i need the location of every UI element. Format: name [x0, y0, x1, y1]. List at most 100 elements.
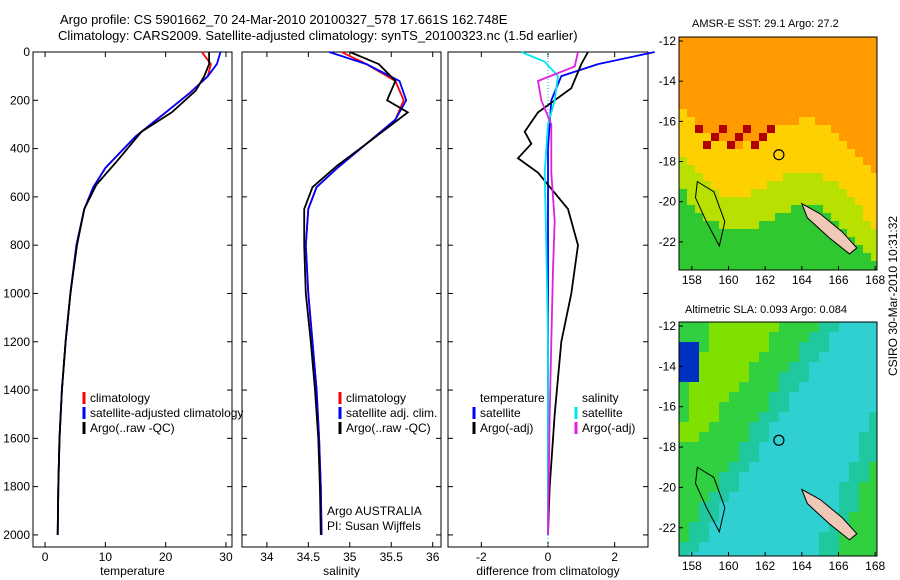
map-cell	[719, 221, 727, 229]
map-cell	[839, 432, 849, 442]
map-cell	[767, 53, 775, 61]
map-cell	[775, 261, 783, 269]
map-cell	[799, 197, 807, 205]
map-cell	[709, 372, 719, 382]
map-cell	[703, 69, 711, 77]
map-cell	[735, 45, 743, 53]
map-cell	[799, 482, 809, 492]
map-cell	[703, 117, 711, 125]
map-cell	[739, 342, 749, 352]
map-cell	[759, 472, 769, 482]
map-cell	[687, 197, 695, 205]
map-cell	[799, 452, 809, 462]
map-cell	[829, 352, 839, 362]
series-line	[303, 51, 410, 535]
map-cell	[759, 512, 769, 522]
map-cell	[849, 332, 859, 342]
map-cell	[839, 69, 847, 77]
map-cell	[695, 85, 703, 93]
legend-label: Argo(-adj)	[582, 421, 635, 435]
map-cell	[849, 412, 859, 422]
map-cell	[791, 253, 799, 261]
map-cell	[807, 261, 815, 269]
map-cell	[815, 197, 823, 205]
map-cell	[709, 512, 719, 522]
map-cell	[729, 422, 739, 432]
map-cell	[749, 342, 759, 352]
map-cell	[719, 442, 729, 452]
series-line	[536, 51, 579, 535]
map-cell	[855, 101, 863, 109]
map-cell	[699, 422, 709, 432]
map-cell	[783, 45, 791, 53]
map-cell	[735, 53, 743, 61]
map-cell	[679, 149, 687, 157]
map-cell	[709, 402, 719, 412]
map-cell	[849, 472, 859, 482]
map-cell	[783, 245, 791, 253]
map-cell	[855, 197, 863, 205]
y-tick-label: 200	[10, 93, 30, 107]
map-cell	[767, 205, 775, 213]
map-cell	[783, 133, 791, 141]
map-cell	[729, 362, 739, 372]
map-cell	[767, 197, 775, 205]
map-cell	[815, 261, 823, 269]
map-cell	[743, 205, 751, 213]
x-tick-label: 34.5	[297, 550, 321, 564]
map-cell	[779, 322, 789, 332]
map-cell	[767, 181, 775, 189]
map-cell	[679, 261, 687, 269]
map-cell	[807, 125, 815, 133]
map-cell	[783, 109, 791, 117]
map-cell	[687, 109, 695, 117]
map-cell	[727, 69, 735, 77]
map-cell	[871, 61, 877, 69]
map-cell	[779, 482, 789, 492]
map-cell	[769, 422, 779, 432]
profile-panel-2: 34 34.5 35 35.5 36 salinity	[241, 51, 442, 578]
map-cell	[789, 382, 799, 392]
map-cell	[855, 53, 863, 61]
map-cell	[869, 322, 877, 332]
map-cell	[823, 141, 831, 149]
map-cell	[679, 332, 689, 342]
map-cell	[791, 157, 799, 165]
map-cell	[789, 472, 799, 482]
map-cell	[855, 165, 863, 173]
map-cell	[759, 221, 767, 229]
map-cell	[799, 149, 807, 157]
map-cell	[807, 173, 815, 181]
map-cell	[719, 552, 729, 556]
map-cell	[735, 37, 743, 45]
map-cell	[815, 189, 823, 197]
x-axis-label: salinity	[323, 564, 360, 578]
map-cell	[789, 352, 799, 362]
map-cell	[759, 157, 767, 165]
legend-group-title: temperature	[480, 391, 545, 405]
map-cell	[769, 542, 779, 552]
map-cell	[855, 117, 863, 125]
map-cell	[799, 261, 807, 269]
map-cell	[869, 332, 877, 342]
map-cell	[759, 342, 769, 352]
map-cell	[699, 542, 709, 552]
map-cell	[829, 382, 839, 392]
map-cell	[871, 181, 877, 189]
map-cell	[759, 141, 767, 149]
map-cell	[807, 181, 815, 189]
map-cell	[775, 45, 783, 53]
map-cell	[729, 332, 739, 342]
map-cell	[839, 253, 847, 261]
map-cell	[823, 37, 831, 45]
map-cell	[839, 422, 849, 432]
map-cell	[871, 197, 877, 205]
x-tick-label: 158	[682, 273, 702, 287]
map-cell	[839, 442, 849, 452]
map-cell	[679, 432, 689, 442]
map-cell	[849, 482, 859, 492]
map-cell	[739, 502, 749, 512]
map-cell	[711, 125, 719, 133]
map-cell	[807, 109, 815, 117]
map-cell	[839, 133, 847, 141]
